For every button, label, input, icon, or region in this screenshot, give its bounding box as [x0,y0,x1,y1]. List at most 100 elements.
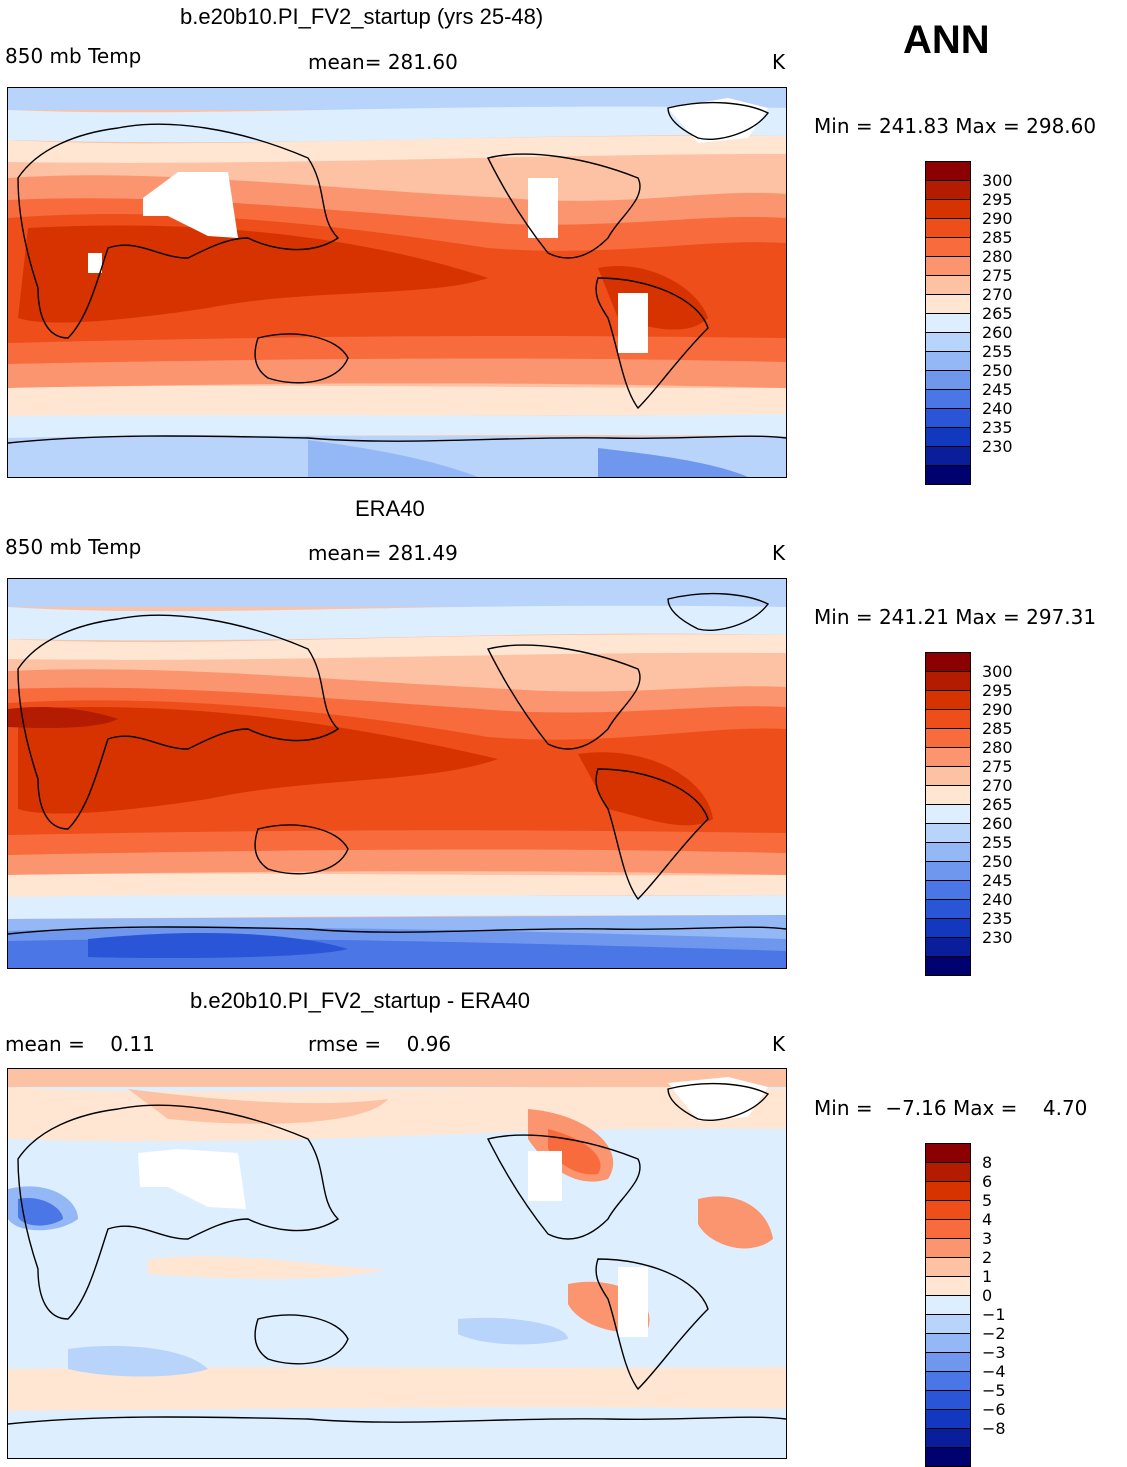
colorbar-swatch [926,862,970,881]
colorbar-swatch [926,786,970,805]
colorbar-swatch [926,767,970,786]
colorbar-tick-label: 275 [982,266,1013,285]
panel-left-label-obs: 850 mb Temp [5,535,142,559]
colorbar-tick-label: 4 [982,1210,993,1229]
colorbar-swatch [926,409,970,428]
colorbar-swatch [926,1182,970,1201]
colorbar-tick-label: −6 [982,1400,1006,1419]
colorbar-tick-label: −1 [982,1305,1006,1324]
colorbar-swatch [926,219,970,238]
colorbar-swatch [926,390,970,409]
colorbar-tick-label: 265 [982,795,1013,814]
colorbar-swatch [926,900,970,919]
colorbar-tick-label: −2 [982,1324,1006,1343]
colorbar-tick-label: 5 [982,1191,993,1210]
colorbar-swatch [926,181,970,200]
panel-center-label-obs: mean= 281.49 [308,541,458,565]
colorbar-tick-label: 250 [982,361,1013,380]
colorbar-swatch [926,238,970,257]
colorbar-model [925,161,971,485]
colorbar-tick-label: 0 [982,1286,993,1305]
panel-minmax-obs: Min = 241.21 Max = 297.31 [814,605,1097,629]
colorbar-tick-label: 6 [982,1172,993,1191]
colorbar-swatch [926,672,970,691]
colorbar-tick-label: 285 [982,719,1013,738]
colorbar-tick-label: 240 [982,890,1013,909]
panel-left-label-diff: mean = 0.11 [5,1032,155,1056]
colorbar-swatch [926,1391,970,1410]
colorbar-tick-label: 285 [982,228,1013,247]
colorbar-swatch [926,295,970,314]
colorbar-swatch [926,314,970,333]
colorbar-tick-label: 230 [982,437,1013,456]
panel-title-obs: ERA40 [355,496,425,521]
colorbar-obs [925,652,971,976]
colorbar-swatch [926,919,970,938]
colorbar-swatch [926,447,970,466]
colorbar-swatch [926,824,970,843]
colorbar-swatch [926,333,970,352]
colorbar-tick-label: 230 [982,928,1013,947]
colorbar-tick-label: 295 [982,190,1013,209]
colorbar-swatch [926,200,970,219]
colorbar-swatch [926,748,970,767]
colorbar-tick-label: 260 [982,323,1013,342]
colorbar-tick-label: 265 [982,304,1013,323]
colorbar-tick-label: 2 [982,1248,993,1267]
colorbar-diff [925,1143,971,1467]
colorbar-swatch [926,938,970,957]
colorbar-tick-label: 280 [982,247,1013,266]
colorbar-swatch [926,805,970,824]
panel-minmax-model: Min = 241.83 Max = 298.60 [814,114,1097,138]
map-model [7,87,787,478]
colorbar-swatch [926,1277,970,1296]
colorbar-swatch [926,1144,970,1163]
colorbar-swatch [926,1353,970,1372]
colorbar-tick-label: 280 [982,738,1013,757]
colorbar-tick-label: −4 [982,1362,1006,1381]
colorbar-swatch [926,371,970,390]
season-label: ANN [903,18,990,62]
panel-units-model: K [772,50,786,74]
panel-title-model: b.e20b10.PI_FV2_startup (yrs 25-48) [180,4,544,29]
colorbar-tick-label: 290 [982,700,1013,719]
colorbar-swatch [926,466,970,484]
colorbar-tick-label: 245 [982,380,1013,399]
colorbar-tick-label: 300 [982,662,1013,681]
map-diff [7,1068,787,1459]
panel-units-obs: K [772,541,786,565]
colorbar-swatch [926,843,970,862]
colorbar-swatch [926,1372,970,1391]
map-obs [7,578,787,969]
colorbar-swatch [926,1429,970,1448]
colorbar-tick-label: 235 [982,418,1013,437]
colorbar-tick-label: 245 [982,871,1013,890]
colorbar-tick-label: −8 [982,1419,1006,1438]
colorbar-swatch [926,1334,970,1353]
colorbar-swatch [926,1448,970,1466]
colorbar-swatch [926,1201,970,1220]
colorbar-swatch [926,1258,970,1277]
colorbar-swatch [926,691,970,710]
colorbar-tick-label: 300 [982,171,1013,190]
panel-units-diff: K [772,1032,786,1056]
colorbar-swatch [926,1163,970,1182]
colorbar-swatch [926,1296,970,1315]
colorbar-swatch [926,276,970,295]
colorbar-tick-label: 255 [982,833,1013,852]
colorbar-tick-label: 270 [982,285,1013,304]
colorbar-swatch [926,1315,970,1334]
colorbar-tick-label: 290 [982,209,1013,228]
colorbar-swatch [926,1239,970,1258]
colorbar-tick-label: 8 [982,1153,993,1172]
panel-left-label-model: 850 mb Temp [5,44,142,68]
colorbar-swatch [926,162,970,181]
colorbar-swatch [926,428,970,447]
colorbar-swatch [926,957,970,975]
colorbar-tick-label: 235 [982,909,1013,928]
colorbar-tick-label: −3 [982,1343,1006,1362]
colorbar-swatch [926,1410,970,1429]
colorbar-swatch [926,352,970,371]
panel-title-diff: b.e20b10.PI_FV2_startup - ERA40 [190,988,530,1013]
colorbar-swatch [926,257,970,276]
